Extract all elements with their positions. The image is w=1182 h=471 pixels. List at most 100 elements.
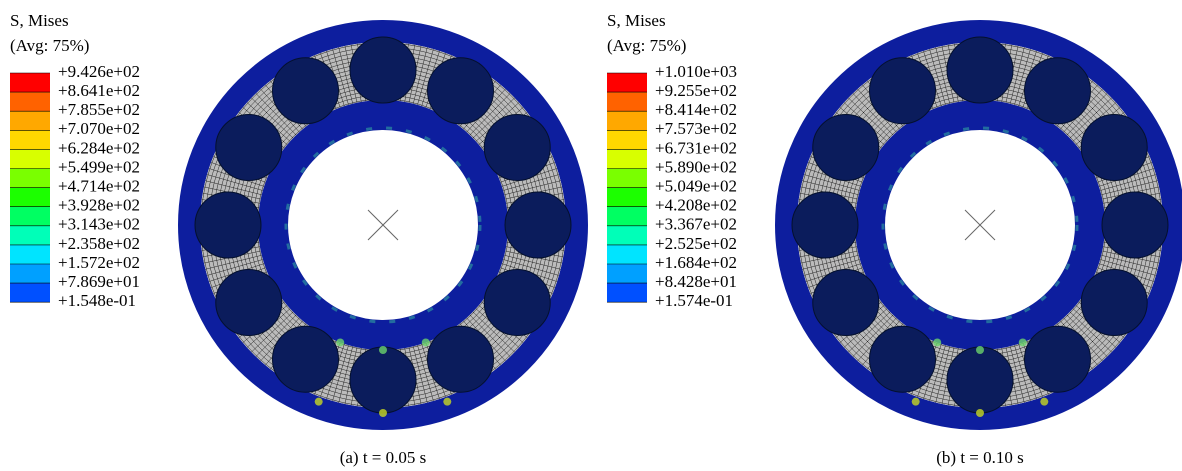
- ball: [812, 114, 880, 181]
- panel: S, Mises(Avg: 75%)+9.426e+02+8.641e+02+7…: [10, 11, 588, 467]
- legend-subtitle: (Avg: 75%): [10, 36, 89, 55]
- mesh-line: [1014, 49, 1031, 105]
- legend-band: [607, 283, 647, 303]
- legend-label: +3.928e+02: [58, 196, 140, 215]
- legend-band: [607, 264, 647, 284]
- legend-band: [607, 225, 647, 245]
- outer-ring: [775, 20, 1182, 430]
- legend-band: [10, 92, 50, 112]
- legend-label: +9.255e+02: [655, 81, 737, 100]
- ball: [504, 191, 572, 259]
- legend-band: [10, 130, 50, 150]
- ball: [791, 191, 859, 259]
- mesh-line: [848, 97, 891, 139]
- inner-ring-hot: [284, 126, 482, 324]
- legend-label: +2.525e+02: [655, 234, 737, 253]
- mesh-line: [848, 311, 891, 353]
- hotspot: [976, 409, 984, 417]
- mesh-line: [503, 174, 559, 191]
- panel: S, Mises(Avg: 75%)+1.010e+03+9.255e+02+8…: [607, 11, 1182, 467]
- legend-label: +3.143e+02: [58, 215, 140, 234]
- mesh-line: [935, 47, 951, 104]
- legend-band: [607, 92, 647, 112]
- ball: [1101, 191, 1169, 259]
- mesh-line: [804, 259, 860, 276]
- legend-title: S, Mises: [10, 11, 69, 30]
- legend-label: +7.855e+02: [58, 100, 140, 119]
- mesh-line: [504, 180, 561, 196]
- legend-label: +6.731e+02: [655, 138, 737, 157]
- mesh-line: [205, 180, 262, 196]
- legend-band: [10, 225, 50, 245]
- hotspot: [911, 397, 920, 406]
- mesh-line: [802, 254, 859, 270]
- mesh-line: [255, 93, 297, 136]
- mesh-line: [504, 254, 561, 270]
- legend-band: [607, 187, 647, 207]
- mesh-line: [935, 346, 951, 403]
- ball: [483, 114, 551, 181]
- legend-band: [10, 187, 50, 207]
- mesh-line: [804, 174, 860, 191]
- mesh-line: [205, 254, 262, 270]
- center-mark: [964, 209, 996, 241]
- ball: [349, 36, 417, 104]
- legend-label: +8.428e+01: [655, 272, 737, 291]
- mesh-line: [1101, 254, 1158, 270]
- legend-label: +1.010e+03: [655, 62, 737, 81]
- mesh-line: [1009, 47, 1025, 104]
- inner-ring: [855, 100, 1105, 350]
- ball: [946, 346, 1014, 414]
- hotspot: [379, 409, 387, 417]
- mesh-line: [417, 49, 434, 105]
- ball: [215, 114, 283, 181]
- mesh-line: [1100, 174, 1156, 191]
- mesh-line: [338, 346, 354, 403]
- ball: [1024, 325, 1091, 393]
- legend-label: +1.572e+02: [58, 253, 140, 272]
- hotspot: [314, 397, 323, 406]
- mesh-line: [852, 314, 894, 357]
- legend-subtitle: (Avg: 75%): [607, 36, 686, 55]
- ball: [272, 325, 339, 393]
- legend-label: +5.499e+02: [58, 157, 140, 176]
- legend-band: [607, 130, 647, 150]
- hotspot: [443, 397, 452, 406]
- ball: [427, 57, 494, 125]
- legend-band: [10, 264, 50, 284]
- mesh-line: [338, 47, 354, 104]
- hotspot: [1018, 338, 1027, 347]
- legend-label: +7.869e+01: [58, 272, 140, 291]
- legend-label: +7.573e+02: [655, 119, 737, 138]
- mesh-line: [469, 314, 511, 357]
- legend-band: [10, 111, 50, 131]
- legend-band: [607, 111, 647, 131]
- legend-label: +1.684e+02: [655, 253, 737, 272]
- inner-ring-hot: [881, 126, 1079, 324]
- mesh-line: [929, 49, 946, 105]
- legend-label: +4.208e+02: [655, 196, 737, 215]
- hotspot: [336, 338, 345, 347]
- mesh-line: [207, 174, 263, 191]
- legend-label: +5.049e+02: [655, 177, 737, 196]
- legend-band: [10, 283, 50, 303]
- ball: [483, 269, 551, 336]
- ball: [194, 191, 262, 259]
- hotspot: [421, 338, 430, 347]
- mesh-line: [1009, 346, 1025, 403]
- outer-ring: [178, 20, 588, 430]
- mesh-line: [412, 346, 428, 403]
- mesh-line: [1014, 345, 1031, 401]
- mesh-line: [472, 97, 515, 139]
- hotspot: [933, 338, 942, 347]
- hotspot: [379, 346, 387, 354]
- legend-band: [10, 206, 50, 226]
- legend-label: +5.890e+02: [655, 157, 737, 176]
- mesh-line: [503, 259, 559, 276]
- mesh-line: [929, 345, 946, 401]
- hotspot: [1040, 397, 1049, 406]
- mesh-line: [1100, 259, 1156, 276]
- legend-label: +8.641e+02: [58, 81, 140, 100]
- legend-label: +1.574e-01: [655, 291, 733, 310]
